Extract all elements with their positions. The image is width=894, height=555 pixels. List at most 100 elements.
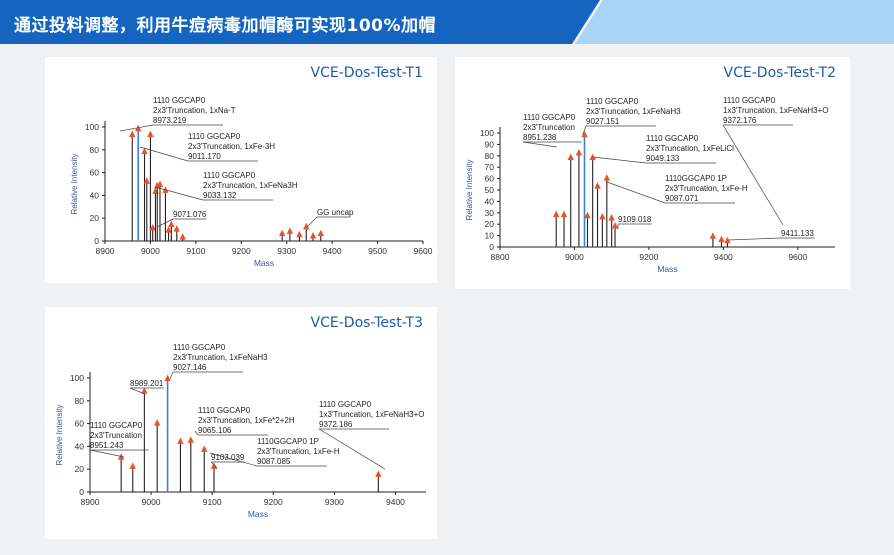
peak-marker [147,130,154,137]
annotation-label: 1110 GGCAP0 [723,96,776,105]
x-tick-label: 9600 [788,252,807,262]
y-tick-label: 90 [485,139,495,149]
peak-marker [317,229,324,237]
peak-marker [129,130,136,137]
peak-marker [179,233,186,240]
y-tick-label: 10 [485,231,495,241]
peak-marker [164,374,171,382]
peak-marker [154,419,161,426]
page-title: 通过投料调整，利用牛痘病毒加帽酶可实现100%加帽 [14,16,437,36]
y-tick-label: 0 [79,487,84,497]
y-axis-title: Relative Intensity [70,154,79,215]
annotation-leader [154,186,204,201]
y-tick-label: 60 [90,168,100,178]
annotation-leader [318,428,386,470]
y-tick-label: 20 [485,219,495,229]
annotation-label: 9411.133 [781,229,814,238]
annotation-leader [139,146,189,162]
annotation-leader [169,371,174,380]
peak-marker [149,223,156,231]
y-tick-label: 80 [90,145,100,155]
peak-marker [187,436,194,443]
annotation-leader [582,125,587,135]
annotation-label: 1110 GGCAP0 [586,97,639,106]
y-tick-label: 80 [75,396,85,406]
peak-marker [567,153,574,161]
x-tick-label: 9400 [386,497,405,507]
x-tick-label: 9600 [414,246,433,256]
x-tick-label: 9300 [325,497,344,507]
annotation-label: 9103.039 [211,453,245,462]
peak-marker [709,232,717,239]
chart-title: VCE-Dos-Test-T2 [723,65,836,81]
annotation-label: 9372.176 [723,116,757,125]
annotation-label: 2x3'Truncation, 1xFeNaH3 [586,107,681,116]
annotation-label: 2x3'Truncation, 1xFe-3H [188,142,275,151]
annotation-label: 2x3'Truncation, 1xNa-T [153,106,236,115]
peak-marker [724,236,731,244]
annotation-label: 1x3'Truncation, 1xFeNaH3+O [723,106,829,115]
peak-marker [156,180,164,188]
x-tick-label: 9100 [203,497,222,507]
peak-marker [581,130,588,138]
annotation-label: 9033.132 [203,191,237,200]
x-tick-label: 9200 [232,246,251,256]
annotation-label: 1110GGCAP0 1P [665,174,727,183]
peak-marker [168,220,175,228]
peak-marker [599,212,606,220]
annotation-label: 2x3'Truncation [90,431,142,440]
annotation-label: GG uncap [317,208,354,217]
peak-marker [177,437,184,444]
annotation-label: 8973.219 [153,116,187,125]
peak-marker [141,387,148,394]
peak-marker [575,149,583,156]
y-tick-label: 40 [485,196,495,206]
annotation-leader [129,387,146,395]
annotation-label: 1110 GGCAP0 [198,406,251,415]
annotation-leader [156,218,174,228]
annotation-label: 9109.018 [618,215,652,224]
peak-marker [210,462,218,469]
annotation-label: 2x3'Truncation [523,123,575,132]
annotation-label: 2x3'Truncation, 1xFeLiCl [646,144,734,153]
annotation-label: 1110 GGCAP0 [90,421,143,430]
annotation-label: 2x3'Truncation, 1xFe-H [257,447,340,456]
y-tick-label: 50 [485,185,495,195]
annotation-leader [210,461,218,469]
annotation-label: 1110 GGCAP0 [523,113,576,122]
annotation-label: 9027.151 [586,117,620,126]
x-tick-label: 9400 [323,246,342,256]
chart-panel-t2: 8800 9000 9200 9400 9600 0 10 20 30 40 50 60 70 80 90 1… [455,57,850,289]
peak-marker [303,222,310,230]
annotation-label: 9087.085 [257,457,291,466]
peak-marker [173,225,180,232]
annotation-label: 9049.133 [646,154,680,163]
annotation-leader [306,216,318,228]
annotation-label: 9065.106 [198,426,232,435]
annotation-leader [592,156,647,164]
annotation-label: 1110 GGCAP0 [188,132,241,141]
x-tick-label: 9000 [141,246,160,256]
annotation-label: 8989.201 [130,379,164,388]
y-tick-label: 100 [480,128,494,138]
peak-marker [129,462,136,469]
annotation-label: 9071.076 [173,210,207,219]
y-tick-label: 100 [70,373,84,383]
y-tick-label: 0 [94,236,99,246]
y-tick-label: 40 [75,441,85,451]
x-tick-label: 9200 [264,497,283,507]
annotation-leader [522,141,558,148]
annotation-leader [722,124,784,226]
peak-marker [718,235,725,243]
annotation-label: 2x3'Truncation, 1xFeNa3H [203,181,298,190]
y-tick-label: 30 [485,208,495,218]
annotation-leader [119,124,154,132]
peak-marker [594,182,601,189]
x-tick-label: 9000 [142,497,161,507]
annotation-label: 2x3'Truncation, 1xFe*2+2H [198,416,295,425]
x-tick-label: 8900 [96,246,115,256]
y-axis-title: Relative Intensity [55,405,64,466]
y-tick-label: 70 [485,162,495,172]
banner-shape [0,0,894,44]
annotation-label: 2x3'Truncation, 1xFe-H [665,184,748,193]
